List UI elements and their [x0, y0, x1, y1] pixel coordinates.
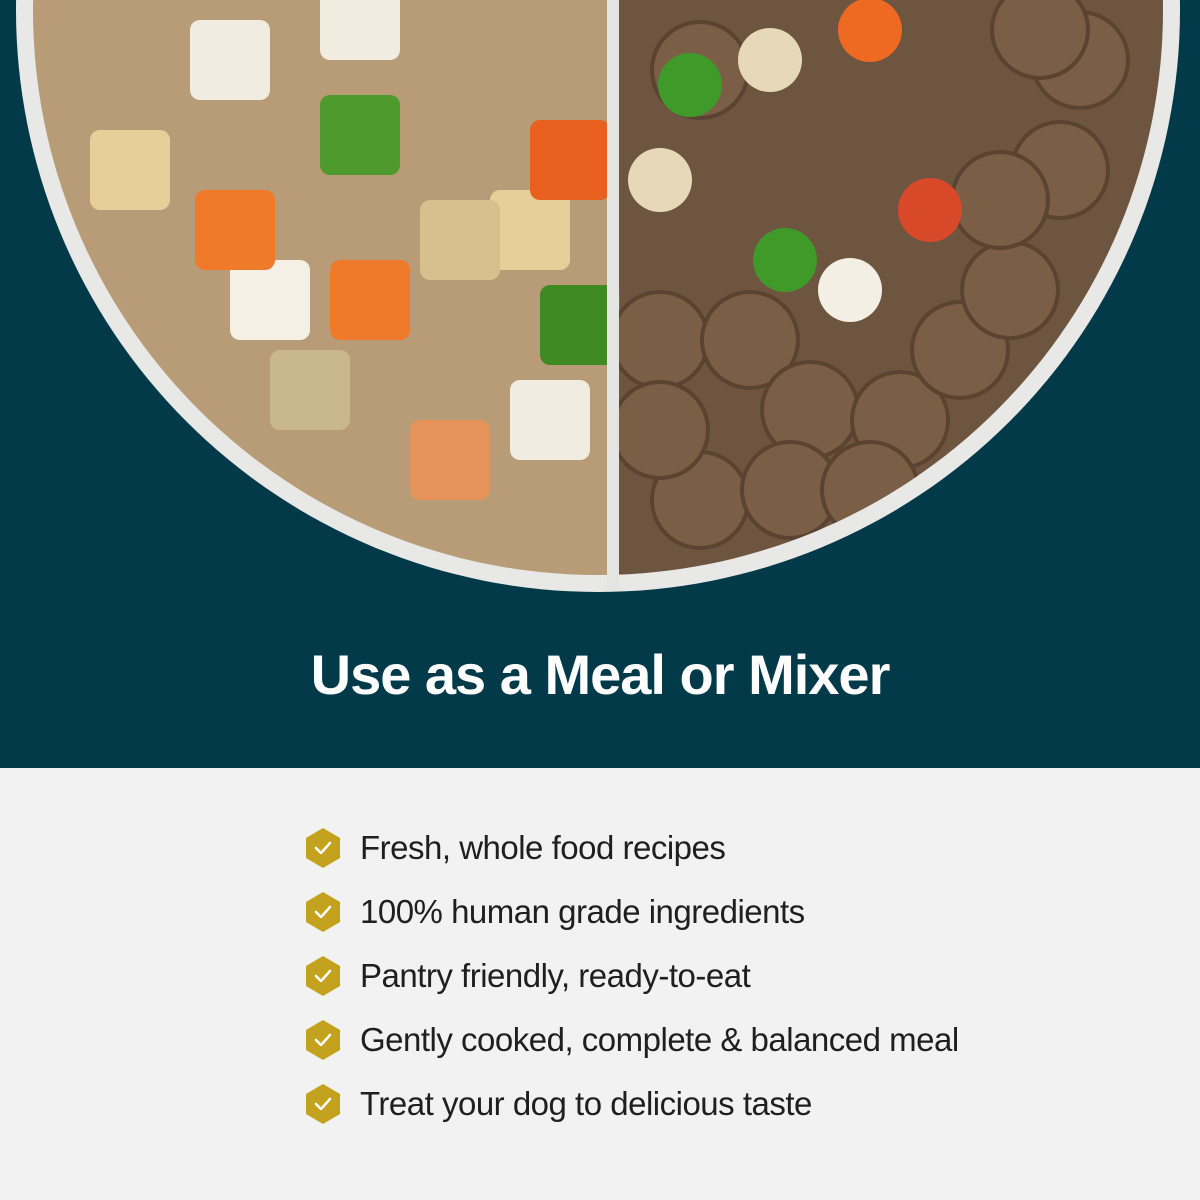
kibble [610, 380, 710, 480]
feature-label: 100% human grade ingredients [360, 893, 805, 930]
check-hexagon-icon [306, 956, 340, 996]
food-chunk [270, 350, 350, 430]
feature-item: Treat your dog to delicious taste [304, 1084, 812, 1124]
kibble [990, 0, 1090, 80]
kibble [610, 290, 710, 390]
kibble [700, 290, 800, 390]
food-piece [753, 228, 817, 292]
feature-item: Pantry friendly, ready-to-eat [304, 956, 751, 996]
check-hexagon-icon [306, 1084, 340, 1124]
food-chunk [230, 260, 310, 340]
feature-label: Gently cooked, complete & balanced meal [360, 1021, 959, 1058]
food-piece [818, 258, 882, 322]
kibble [960, 240, 1060, 340]
check-hexagon-icon [306, 892, 340, 932]
food-piece [738, 28, 802, 92]
kibble [950, 150, 1050, 250]
feature-item: Gently cooked, complete & balanced meal [304, 1020, 959, 1060]
food-chunk [320, 95, 400, 175]
feature-label: Treat your dog to delicious taste [360, 1085, 812, 1122]
food-chunk [490, 190, 570, 270]
feature-item: 100% human grade ingredients [304, 892, 805, 932]
food-piece [838, 0, 902, 62]
check-hexagon-icon [306, 1020, 340, 1060]
page-title: Use as a Meal or Mixer [310, 643, 891, 706]
food-chunk [510, 380, 590, 460]
feature-label: Pantry friendly, ready-to-eat [360, 957, 751, 994]
food-chunk [420, 200, 500, 280]
food-chunk [410, 420, 490, 500]
food-bowl-image [16, 0, 1180, 592]
food-chunk [90, 130, 170, 210]
food-chunk [320, 0, 400, 60]
food-piece [658, 53, 722, 117]
divider [607, 0, 619, 590]
check-hexagon-icon [306, 828, 340, 868]
food-piece [628, 148, 692, 212]
features-list: Fresh, whole food recipes 100% human grad… [0, 768, 1200, 1200]
food-chunk [195, 190, 275, 270]
food-chunk [530, 120, 610, 200]
food-piece [898, 178, 962, 242]
food-chunk [330, 260, 410, 340]
food-chunk [540, 285, 620, 365]
hero-banner: Use as a Meal or Mixer [0, 0, 1200, 768]
feature-label: Fresh, whole food recipes [360, 829, 726, 866]
food-chunk [190, 20, 270, 100]
feature-item: Fresh, whole food recipes [304, 828, 726, 868]
